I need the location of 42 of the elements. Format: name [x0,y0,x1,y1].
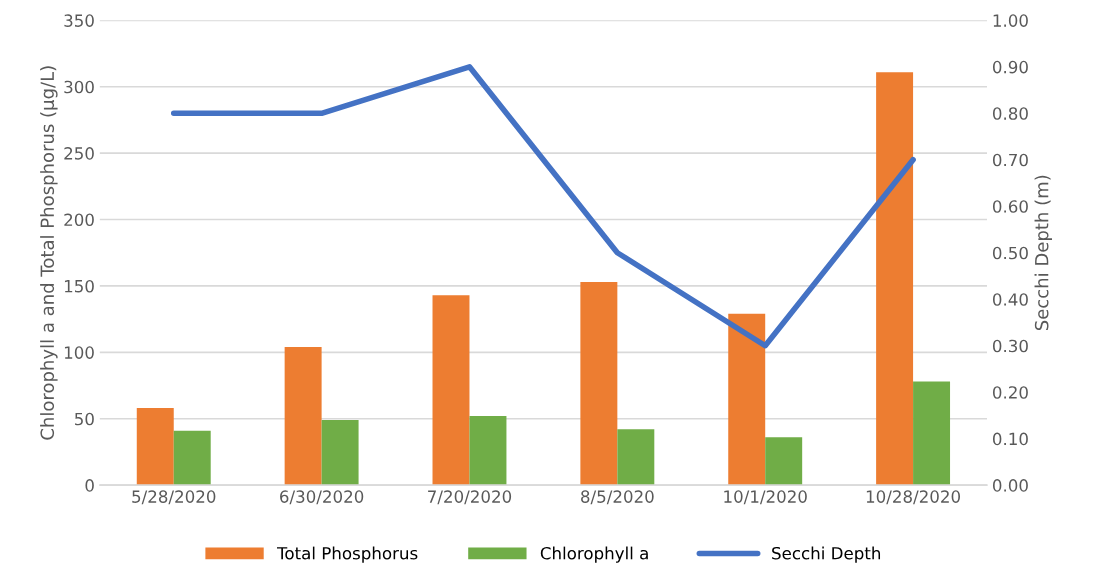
bar [136,408,174,486]
bar [173,430,211,486]
y2-tick-label: 0.90 [992,60,1028,74]
bar [580,281,618,486]
y-axis-title: Chlorophyll a and Total Phosphorus (µg/L) [40,66,58,440]
y-tick-label: 250 [64,147,94,160]
y2-tick-label: 0.40 [992,293,1028,306]
y2-tick-label: 1.00 [993,14,1028,27]
x-tick-label: 7/20/2020 [428,490,512,505]
bar [284,347,322,486]
y-tick-label: 150 [64,279,94,293]
y-tick-label: 50 [75,412,94,426]
legend-label: Chlorophyll a [540,546,648,563]
y-tick-label: 0 [85,479,94,492]
x-tick-label: 5/28/2020 [132,490,216,505]
y2-tick-label: 0.60 [992,200,1028,213]
bar [432,295,470,486]
y2-tick-label: 0.00 [992,479,1028,492]
x-tick-label: 6/30/2020 [280,490,364,505]
x-tick-label: 10/1/2020 [724,490,807,505]
x-tick-label: 10/28/2020 [866,490,960,505]
y-tick-label: 350 [64,14,94,27]
y2-tick-label: 0.70 [992,153,1028,167]
y-tick-label: 100 [64,346,94,359]
y2-axis-title: Secchi Depth (m) [1034,175,1053,331]
y2-tick-label: 0.50 [992,246,1028,260]
bar [728,313,766,486]
bar [913,381,951,486]
y2-tick-label: 0.20 [992,386,1028,399]
y-tick-label: 200 [64,213,94,227]
bar [876,72,914,486]
legend-label: Secchi Depth [772,546,881,563]
y2-tick-label: 0.30 [992,339,1028,353]
y2-tick-label: 0.80 [992,107,1028,120]
legend-label: Total Phosphorus [277,546,418,563]
bar [469,416,507,486]
y-tick-label: 300 [64,80,94,94]
y2-tick-label: 0.10 [992,432,1028,446]
bar [321,420,359,486]
x-tick-label: 8/5/2020 [581,490,654,505]
bar [765,437,803,486]
bar [617,429,655,486]
